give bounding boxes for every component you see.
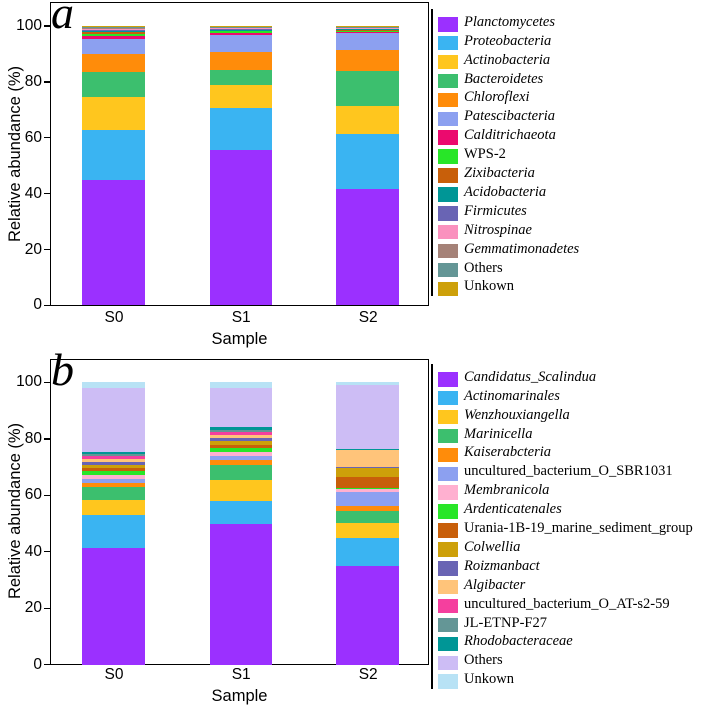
svg-text:Relative abundance (%): Relative abundance (%) <box>6 66 24 242</box>
svg-text:Relative abundance (%): Relative abundance (%) <box>6 423 24 599</box>
